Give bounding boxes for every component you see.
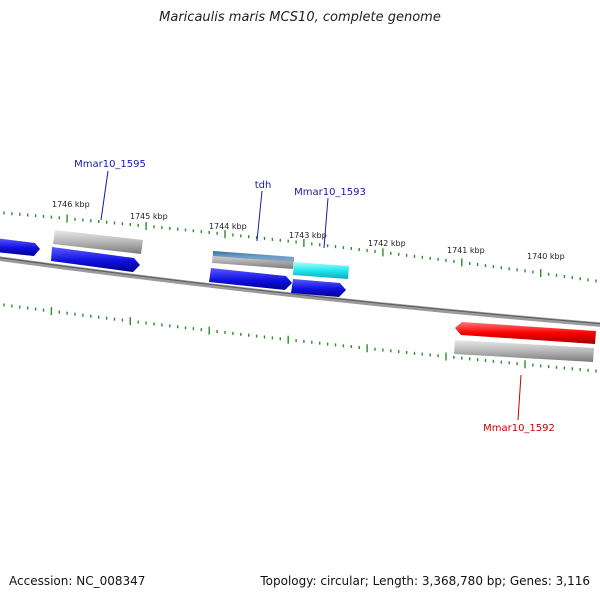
scale-labels: 1746 kbp 1745 kbp 1744 kbp 1743 kbp 1742… <box>52 200 565 261</box>
leader-mmar10-1592 <box>517 374 522 421</box>
map-title: Maricaulis maris MCS10, complete genome <box>159 10 441 25</box>
scale-ticks-inner <box>3 303 597 373</box>
label-mmar10-1592[interactable]: Mmar10_1592 <box>483 423 555 434</box>
scale-label-1745: 1745 kbp <box>130 212 168 221</box>
label-mmar10-1595[interactable]: Mmar10_1595 <box>74 159 146 170</box>
scale-label-1741: 1741 kbp <box>447 246 485 255</box>
cds-forward <box>0 238 346 297</box>
accession-text: Accession: NC_008347 <box>9 574 146 588</box>
cds-mmar10-1595[interactable] <box>51 247 140 272</box>
cds-mmar10-1593[interactable] <box>293 262 349 279</box>
scale-label-1743: 1743 kbp <box>289 231 327 240</box>
tdh-band <box>213 251 294 262</box>
cds-tdh[interactable] <box>209 268 292 290</box>
gene-features <box>53 230 594 362</box>
scale-label-1742: 1742 kbp <box>368 239 406 248</box>
gene-feature-left <box>53 230 143 254</box>
backbone <box>0 256 600 327</box>
leader-tdh <box>256 190 263 242</box>
scale-ticks-outer <box>3 211 597 283</box>
scale-label-1744: 1744 kbp <box>209 222 247 231</box>
label-tdh[interactable]: tdh <box>255 180 272 191</box>
cds-mmar10-1593-lower[interactable] <box>291 279 346 297</box>
scale-label-1740: 1740 kbp <box>527 252 565 261</box>
gene-feature-mmar10-1592 <box>454 340 594 362</box>
label-leaders <box>100 170 522 421</box>
genome-summary-text: Topology: circular; Length: 3,368,780 bp… <box>260 574 590 588</box>
label-mmar10-1593[interactable]: Mmar10_1593 <box>294 187 366 198</box>
scale-label-1746: 1746 kbp <box>52 200 90 209</box>
leader-mmar10-1593 <box>323 197 329 249</box>
leader-mmar10-1595 <box>100 170 109 221</box>
cds-mmar10-1592[interactable] <box>455 322 596 344</box>
cds-arrow-far-left[interactable] <box>0 238 40 256</box>
gene-labels: Mmar10_1595 tdh Mmar10_1593 Mmar10_1592 <box>74 159 555 434</box>
